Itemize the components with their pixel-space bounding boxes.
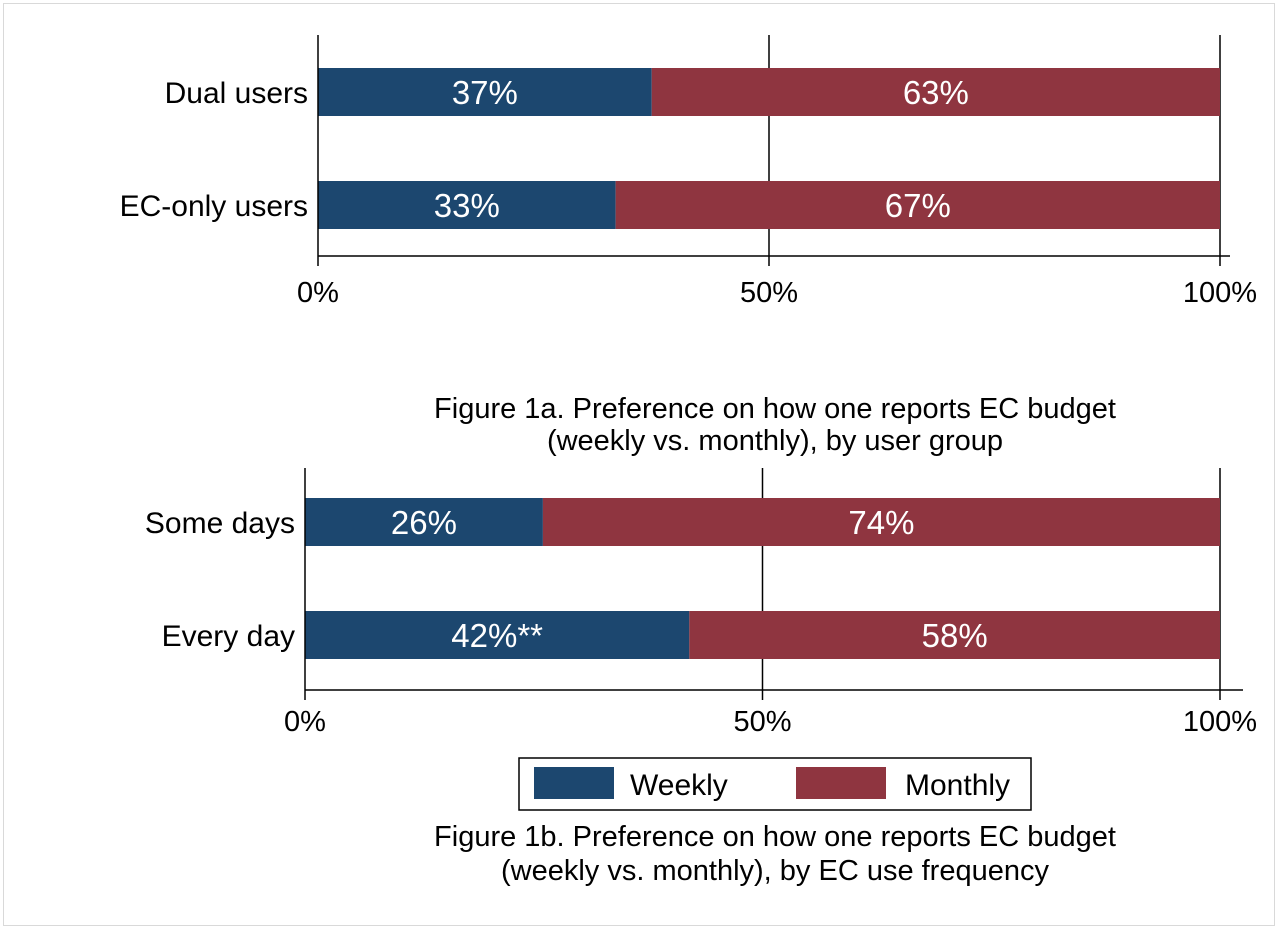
caption-1b-line-1: Figure 1b. Preference on how one reports… bbox=[434, 821, 1116, 853]
x-tick-label: 100% bbox=[1183, 277, 1257, 309]
data-label: 58% bbox=[922, 617, 988, 654]
caption-1a-line-2: (weekly vs. monthly), by user group bbox=[547, 425, 1003, 457]
x-tick-label: 50% bbox=[740, 277, 798, 309]
legend-swatch-weekly bbox=[534, 767, 614, 799]
data-label: 63% bbox=[903, 74, 969, 111]
legend-swatch-monthly bbox=[796, 767, 886, 799]
chart-panel-1a: 37% 63% Dual users 33% 67% EC-only users 0% 50%… bbox=[120, 35, 1257, 309]
data-label: 37% bbox=[452, 74, 518, 111]
x-tick-label: 0% bbox=[284, 706, 326, 738]
data-label: 33% bbox=[434, 187, 500, 224]
bar-weekly-ec-only-users bbox=[318, 181, 616, 229]
caption-1a-line-1: Figure 1a. Preference on how one reports… bbox=[434, 393, 1116, 425]
data-label: 42%** bbox=[451, 617, 543, 654]
bar-monthly-some-days bbox=[542, 498, 1220, 546]
figure-frame bbox=[3, 3, 1275, 926]
category-label: Every day bbox=[162, 620, 295, 653]
data-label: 67% bbox=[885, 187, 951, 224]
data-label: 26% bbox=[391, 504, 457, 541]
bar-monthly-dual-users bbox=[651, 68, 1220, 116]
bar-monthly-every-day bbox=[689, 611, 1220, 659]
chart-panel-1b: 26% 74% Some days 42%** 58% Every day 0% 50% 100… bbox=[145, 468, 1257, 738]
bar-weekly-dual-users bbox=[318, 68, 652, 116]
category-label: EC-only users bbox=[120, 190, 308, 223]
legend: Weekly Monthly bbox=[518, 757, 1032, 811]
bar-weekly-every-day bbox=[305, 611, 690, 659]
legend-label-monthly: Monthly bbox=[905, 769, 1010, 802]
bar-monthly-ec-only-users bbox=[615, 181, 1220, 229]
x-tick-label: 50% bbox=[733, 706, 791, 738]
caption-1b-line-2: (weekly vs. monthly), by EC use frequenc… bbox=[501, 855, 1049, 887]
category-label: Some days bbox=[145, 507, 295, 540]
data-label: 74% bbox=[848, 504, 914, 541]
legend-label-weekly: Weekly bbox=[630, 769, 728, 802]
x-tick-label: 100% bbox=[1183, 706, 1257, 738]
category-label: Dual users bbox=[165, 77, 308, 110]
bar-weekly-some-days bbox=[305, 498, 543, 546]
x-tick-label: 0% bbox=[297, 277, 339, 309]
